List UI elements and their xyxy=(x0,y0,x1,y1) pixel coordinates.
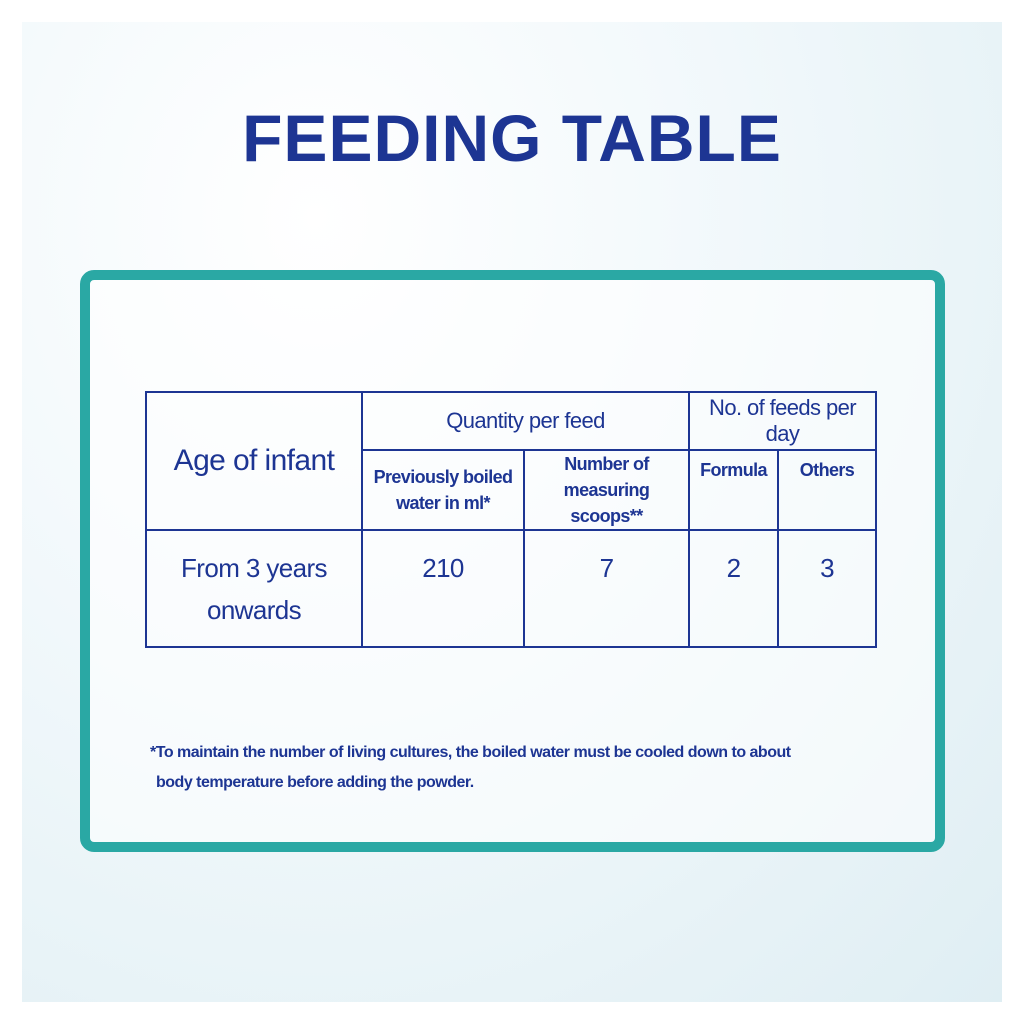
header-cell: Others xyxy=(777,449,877,531)
header-cell: Formula xyxy=(688,449,779,531)
feeding-table: Age of infant Quantity per feed No. of f… xyxy=(145,391,877,648)
table-cell: From 3 years onwards xyxy=(145,529,363,648)
footnote-line: body temperature before adding the powde… xyxy=(156,774,474,791)
header-cell: Number of measuring scoops** xyxy=(523,449,690,531)
header-cell: Age of infant xyxy=(145,391,363,531)
footnote: *To maintain the number of living cultur… xyxy=(150,738,791,798)
title: FEEDING TABLE xyxy=(242,101,782,175)
header-cell: Quantity per feed xyxy=(361,391,690,451)
table-cell: 3 xyxy=(777,529,877,648)
table-cell: 210 xyxy=(361,529,525,648)
header-cell: No. of feeds per day xyxy=(688,391,877,451)
table-cell: 2 xyxy=(688,529,779,648)
footnote-line: *To maintain the number of living cultur… xyxy=(150,744,791,761)
table-cell: 7 xyxy=(523,529,690,648)
header-cell: Previously boiled water in ml* xyxy=(361,449,525,531)
